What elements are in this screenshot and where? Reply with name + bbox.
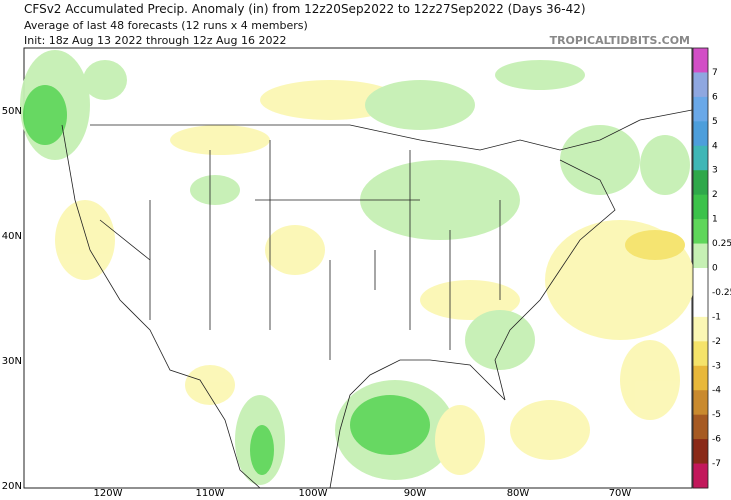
colorbar-label: -6 <box>712 435 721 445</box>
colorbar-swatch <box>693 463 708 489</box>
colorbar-swatch <box>693 194 708 220</box>
colorbar-label: -1 <box>712 312 721 322</box>
longitude-label: 100W <box>299 488 328 499</box>
colorbar-label: 3 <box>712 166 718 176</box>
watermark: TROPICALTIDBITS.COM <box>550 34 690 47</box>
colorbar-swatch <box>693 292 708 318</box>
colorbar-swatch <box>693 72 708 98</box>
longitude-label: 110W <box>196 488 225 499</box>
colorbar-swatch <box>693 96 708 122</box>
colorbar-frame <box>692 47 709 489</box>
colorbar-swatch <box>693 365 708 391</box>
longitude-label: 120W <box>94 488 123 499</box>
colorbar-swatch <box>693 145 708 171</box>
colorbar-swatch <box>693 414 708 440</box>
colorbar-swatch <box>693 268 708 293</box>
colorbar-label: 1 <box>712 215 718 225</box>
boundaries <box>61 109 693 489</box>
colorbar-label: -4 <box>712 386 721 396</box>
colorbar-label: -2 <box>712 337 721 347</box>
colorbar-swatch <box>693 341 708 367</box>
colorbar-label: 0.25 <box>712 239 731 249</box>
colorbar-label: -7 <box>712 459 721 469</box>
colorbar-swatch <box>693 121 708 147</box>
subtitle: Average of last 48 forecasts (12 runs x … <box>24 19 308 32</box>
colorbar-label: -3 <box>712 361 721 371</box>
colorbar-swatch <box>693 219 708 245</box>
colorbar-label: 6 <box>712 92 718 102</box>
colorbar-label: 2 <box>712 190 718 200</box>
colorbar-label: 0 <box>712 264 718 274</box>
longitude-label: 80W <box>507 488 530 499</box>
init-text: Init: 18z Aug 13 2022 through 12z Aug 16… <box>24 34 287 47</box>
latitude-label: 20N <box>2 481 22 492</box>
colorbar-swatch <box>693 439 708 465</box>
colorbar-label: -5 <box>712 410 721 420</box>
colorbar-label: 5 <box>712 117 718 127</box>
anomaly-fields <box>20 50 695 485</box>
longitude-label: 90W <box>404 488 427 499</box>
colorbar-label: -0.25 <box>712 288 731 298</box>
colorbar-swatch <box>693 316 708 342</box>
colorbar-swatch <box>693 48 708 73</box>
title: CFSv2 Accumulated Precip. Anomaly (in) f… <box>24 2 586 16</box>
colorbar-swatch <box>693 170 708 196</box>
colorbar-label: 4 <box>712 141 718 151</box>
colorbar-swatch <box>693 243 708 269</box>
colorbar-swatch <box>693 390 708 416</box>
latitude-label: 30N <box>2 356 22 367</box>
colorbar-label: 7 <box>712 68 718 78</box>
longitude-label: 70W <box>609 488 632 499</box>
latitude-label: 40N <box>2 231 22 242</box>
latitude-label: 50N <box>2 106 22 117</box>
